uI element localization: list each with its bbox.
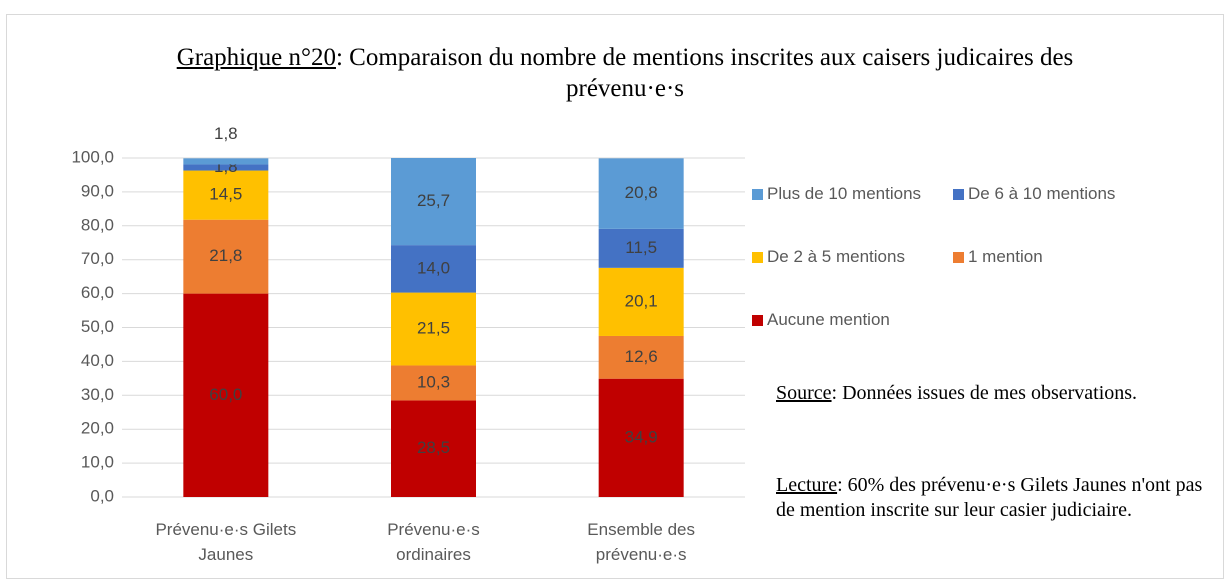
legend-swatch xyxy=(752,188,763,200)
bar-segment xyxy=(598,228,684,268)
x-tick-label: Prévenu·e·s Gilets Jaunes xyxy=(155,520,297,564)
bar-segment xyxy=(391,245,476,293)
bar-segment xyxy=(183,293,269,497)
legend-swatch xyxy=(752,314,763,326)
data-label: 1,8 xyxy=(214,124,238,143)
y-tick-label: 10,0 xyxy=(81,453,114,472)
data-label: 21,5 xyxy=(417,319,450,338)
legend-item: 1 mention xyxy=(953,247,1043,267)
data-label: 20,1 xyxy=(625,291,658,310)
bar-segment xyxy=(391,292,476,366)
chart-frame xyxy=(6,14,1224,579)
y-tick-label: 50,0 xyxy=(81,317,114,336)
legend-label: De 6 à 10 mentions xyxy=(968,184,1116,203)
bar-segment xyxy=(183,164,269,171)
data-label: 10,3 xyxy=(417,372,450,391)
bar-segment xyxy=(183,158,269,165)
data-label: 14,0 xyxy=(417,258,450,277)
data-label: 14,5 xyxy=(209,185,242,204)
source-label: Source xyxy=(776,382,832,404)
data-label: 34,9 xyxy=(625,427,658,446)
y-tick-label: 70,0 xyxy=(81,249,114,268)
x-tick-label: Ensemble des prévenu·e·s xyxy=(587,520,696,564)
y-tick-label: 90,0 xyxy=(81,181,114,200)
data-label: 60,0 xyxy=(209,385,242,404)
bar-segment xyxy=(391,365,476,401)
legend-label: Aucune mention xyxy=(767,310,890,329)
reading-label: Lecture xyxy=(776,474,838,496)
y-tick-label: 20,0 xyxy=(81,419,114,438)
source-text: : Données issues de mes observations. xyxy=(831,382,1138,404)
reading-text: : 60% des prévenu·e·s Gilets Jaunes n'on… xyxy=(776,474,1203,521)
reading-note: Lecture: 60% des prévenu·e·s Gilets Jaun… xyxy=(776,473,1226,523)
y-tick-label: 80,0 xyxy=(81,215,114,234)
data-label: 28,5 xyxy=(417,438,450,457)
data-label: 11,5 xyxy=(625,238,657,257)
legend-swatch xyxy=(752,251,763,263)
bar-segment xyxy=(391,158,476,246)
data-label: 12,6 xyxy=(625,347,658,366)
legend-label: De 2 à 5 mentions xyxy=(767,247,905,266)
x-tick-label: Prévenu·e·s ordinaires xyxy=(387,520,480,564)
bar-segment xyxy=(598,267,684,336)
bar-segment xyxy=(183,170,269,220)
legend-label: 1 mention xyxy=(968,247,1043,266)
y-tick-label: 60,0 xyxy=(81,283,114,302)
bar-segment xyxy=(598,158,684,229)
legend-item: De 2 à 5 mentions xyxy=(752,247,905,267)
legend-item: Aucune mention xyxy=(752,310,890,330)
bar-segment xyxy=(391,400,476,497)
title-text: : Comparaison du nombre de mentions insc… xyxy=(335,44,1074,102)
legend-item: De 6 à 10 mentions xyxy=(953,184,1115,204)
data-label: 20,8 xyxy=(625,183,658,202)
y-tick-label: 100,0 xyxy=(71,147,114,166)
source-note: Source: Données issues de mes observatio… xyxy=(776,381,1216,406)
y-tick-label: 0,0 xyxy=(90,486,114,505)
legend-label: Plus de 10 mentions xyxy=(767,184,922,203)
legend-item: Plus de 10 mentions xyxy=(752,184,921,204)
data-label: 21,8 xyxy=(209,246,242,265)
y-tick-label: 30,0 xyxy=(81,385,114,404)
legend-swatch xyxy=(953,188,964,200)
data-label: 25,7 xyxy=(417,191,450,210)
legend-swatch xyxy=(953,251,964,263)
bar-segment xyxy=(598,378,684,497)
chart-title: Graphique n°20: Comparaison du nombre de… xyxy=(130,42,1120,104)
title-prefix: Graphique n°20 xyxy=(176,44,336,71)
bar-segment xyxy=(183,219,269,294)
y-tick-label: 40,0 xyxy=(81,351,114,370)
bar-segment xyxy=(598,335,684,379)
